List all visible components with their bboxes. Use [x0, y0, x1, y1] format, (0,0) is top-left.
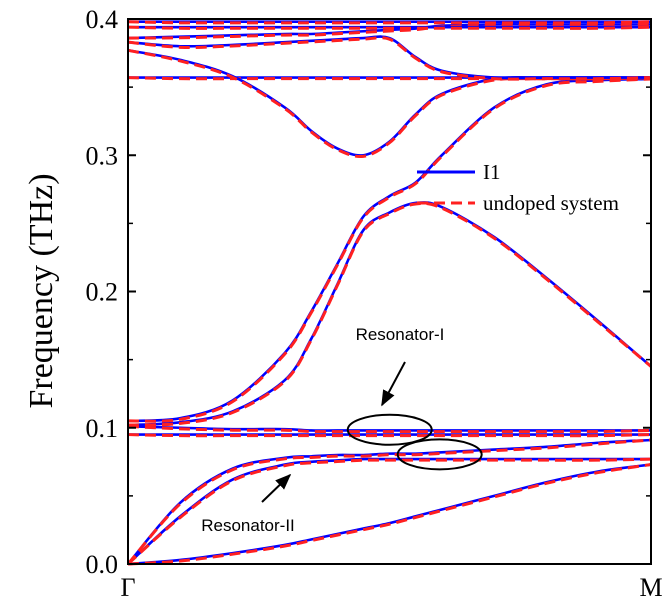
y-tick-label: 0.2	[86, 278, 119, 307]
band-line-doped-2	[127, 457, 651, 565]
band-line-undoped-3	[126, 438, 652, 565]
resonator-i-arrow	[381, 361, 406, 407]
y-tick-label: 0.3	[86, 141, 119, 170]
y-tick-label: 0.4	[86, 5, 119, 34]
tick-marks: 0.0 0.1 0.2 0.3 0.4 Γ M	[86, 5, 663, 602]
band-line-undoped-7	[127, 77, 652, 423]
series-layer	[126, 20, 652, 566]
y-axis-title: Frequency (THz)	[23, 173, 60, 408]
resonator-i-ellipse	[346, 413, 433, 446]
annotations: Resonator-I Resonator-II	[201, 325, 483, 535]
y-tick-label: 0.0	[86, 550, 119, 579]
y-tick-label: 0.1	[86, 414, 119, 443]
resonator-ii-arrow	[261, 473, 292, 503]
legend-label: I1	[483, 160, 501, 184]
legend: I1 undoped system	[417, 160, 619, 215]
band-line-undoped-2	[127, 457, 652, 566]
band-line-doped-1	[127, 463, 652, 566]
resonator-i-label: Resonator-I	[356, 325, 445, 344]
band-line-undoped-10	[127, 36, 652, 81]
band-line-undoped-6	[127, 201, 652, 427]
legend-label: undoped system	[483, 191, 619, 215]
x-tick-label: Γ	[120, 573, 135, 602]
band-line-doped-7	[127, 77, 652, 423]
resonator-ii-label: Resonator-II	[201, 516, 295, 535]
band-line-undoped-5	[127, 424, 652, 434]
band-line-undoped-4	[127, 433, 652, 438]
band-line-undoped-13	[127, 20, 652, 25]
band-line-undoped-11	[127, 22, 652, 40]
band-line-doped-10	[127, 35, 651, 80]
resonator-ii-ellipse	[396, 438, 483, 471]
band-line-doped-9	[127, 49, 651, 157]
band-line-undoped-12	[127, 25, 652, 30]
band-line-undoped-1	[127, 463, 652, 566]
x-tick-label: M	[639, 573, 662, 602]
